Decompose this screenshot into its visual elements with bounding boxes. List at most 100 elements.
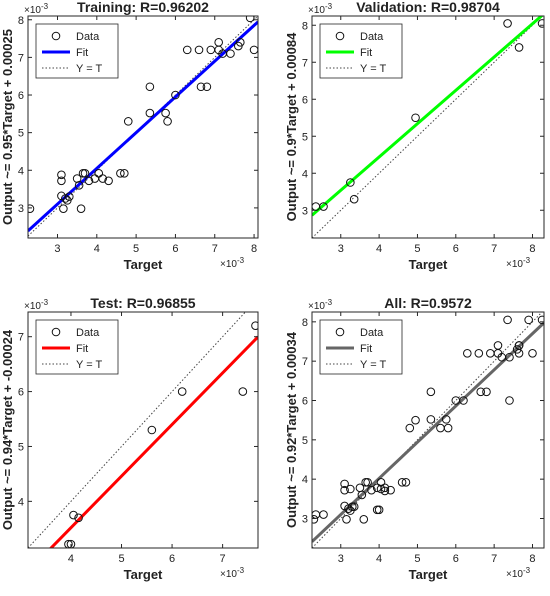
legend-data-marker [335, 327, 345, 337]
data-point [251, 321, 258, 331]
x-axis-label: Target [409, 567, 448, 582]
data-point [147, 425, 157, 435]
y-axis-label: Output ~= 0.92*Target + 0.00034 [284, 331, 299, 528]
data-point [401, 478, 411, 487]
plot-layer [28, 16, 258, 237]
data-point [537, 315, 544, 325]
x-exponent-power: -3 [523, 566, 531, 575]
data-point [411, 113, 420, 123]
x-exponent-power: -3 [237, 256, 245, 265]
y-tick-label: 4 [302, 474, 308, 486]
data-point [459, 396, 468, 405]
data-point [514, 349, 524, 358]
data-point [123, 117, 133, 126]
y-tick-label: 6 [18, 387, 24, 399]
y-exponent-label: ×10-3 [308, 2, 333, 16]
chart-title: Validation: R=0.98704 [356, 0, 500, 15]
data-point [28, 204, 35, 213]
x-tick-label: 8 [529, 553, 535, 565]
x-exponent-base: ×10 [220, 569, 237, 580]
y-tick-label: 7 [302, 356, 308, 368]
legend-data-label: Data [76, 327, 100, 339]
axes-box [27, 15, 259, 239]
plot-layer [28, 312, 258, 548]
x-tick-label: 4 [376, 243, 382, 255]
data-point [397, 478, 407, 487]
x-tick-label: 4 [94, 243, 100, 255]
data-point [426, 415, 436, 424]
data-point [236, 38, 245, 47]
x-exponent-label: ×10-3 [506, 256, 531, 270]
x-tick-label: 7 [491, 243, 497, 255]
data-point [312, 514, 319, 524]
data-point [411, 415, 420, 425]
y-tick-label: 7 [302, 57, 308, 69]
x-tick-label: 7 [220, 553, 226, 565]
data-point [59, 204, 68, 213]
x-exponent-label: ×10-3 [220, 566, 245, 580]
data-point [349, 502, 359, 512]
data-point [380, 483, 390, 493]
x-tick-label: 8 [251, 243, 257, 255]
data-point [340, 479, 349, 489]
data-point [346, 484, 355, 494]
data-point [503, 315, 512, 325]
data-point [528, 349, 537, 358]
x-tick-label: 7 [212, 243, 218, 255]
y-exponent-power: -3 [41, 298, 49, 307]
data-point [524, 315, 533, 325]
y-exponent-power: -3 [325, 2, 333, 11]
x-tick-label: 6 [172, 243, 178, 255]
x-tick-label: 6 [453, 243, 459, 255]
y-tick-label: 5 [18, 128, 24, 140]
x-tick-label: 3 [338, 243, 344, 255]
legend-data-label: Data [360, 31, 384, 43]
chart-title: Test: R=0.96855 [90, 295, 195, 311]
data-point [514, 43, 524, 52]
y-tick-label: 7 [18, 332, 24, 344]
data-point [512, 345, 522, 354]
legend-data-label: Data [76, 31, 100, 43]
data-point [386, 485, 395, 495]
chart-panel-2: 3 4 5 6 7 8 3 4 5 6 7 8 Validation: R=0.98704 Target O… [284, 0, 545, 272]
y-tick-label: 4 [18, 165, 24, 177]
data-point [463, 349, 472, 358]
y-tick-label: 3 [302, 205, 308, 217]
x-tick-label: 5 [414, 243, 420, 255]
data-point [346, 178, 355, 187]
data-point [359, 514, 369, 524]
y-tick-label: 5 [302, 435, 308, 447]
y-axis-label: Output ~= 0.95*Target + 0.00025 [0, 29, 15, 225]
data-point [367, 485, 376, 495]
data-point [161, 108, 170, 118]
legend-data-marker [51, 327, 61, 337]
x-exponent-base: ×10 [506, 259, 523, 270]
data-point [120, 168, 129, 178]
y-exponent-base: ×10 [24, 301, 41, 312]
plot-layer [312, 312, 544, 548]
axes-box [311, 311, 545, 549]
data-point [319, 202, 328, 211]
x-tick-label: 5 [414, 553, 420, 565]
y-exponent-power: -3 [41, 2, 49, 11]
data-point [84, 176, 94, 186]
data-point [505, 352, 514, 362]
data-point [380, 486, 390, 496]
fit-line [312, 16, 544, 217]
legend-data-marker [335, 31, 345, 41]
legend-identity-label: Y = T [360, 359, 386, 371]
data-point [319, 510, 328, 519]
data-point [202, 82, 212, 92]
x-exponent-base: ×10 [220, 259, 237, 270]
data-point [80, 168, 90, 178]
data-point [116, 168, 125, 178]
y-exponent-base: ×10 [24, 5, 41, 16]
chart-panel-3: 4 5 6 7 4 5 6 7 Test: R=0.96855 Target Output ~= 0… [0, 295, 259, 582]
legend-fit-label: Fit [360, 47, 372, 59]
y-tick-label: 5 [18, 441, 24, 453]
legend-identity-label: Y = T [76, 63, 102, 75]
data-point [196, 82, 206, 92]
y-tick-label: 6 [302, 94, 308, 106]
data-point [405, 423, 415, 433]
x-tick-label: 3 [338, 553, 344, 565]
